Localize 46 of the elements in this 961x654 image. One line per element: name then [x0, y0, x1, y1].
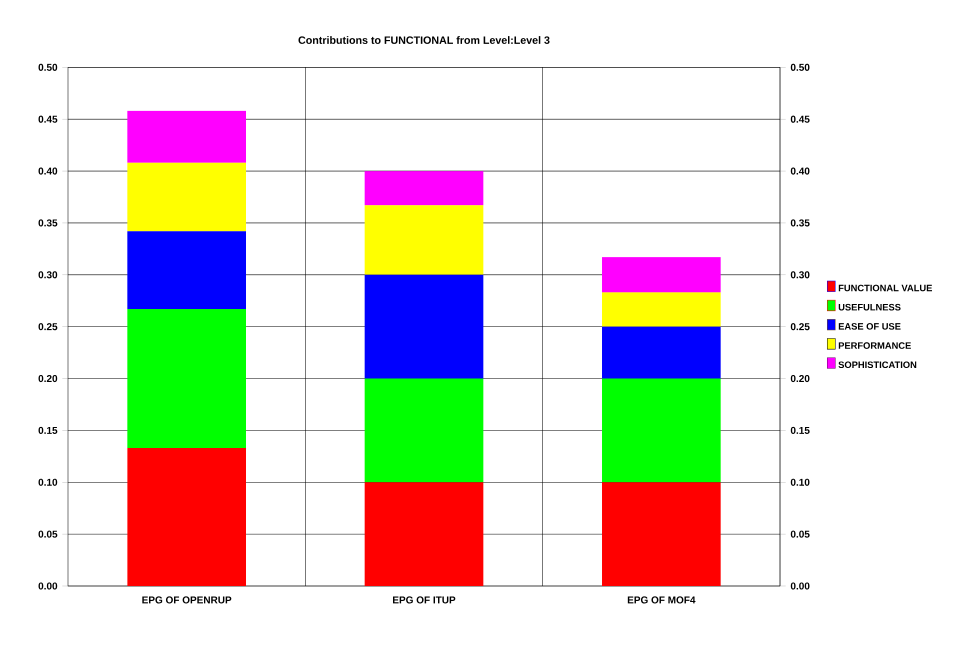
x-tick-label: EPG OF ITUP — [393, 596, 456, 604]
y2-tick-label: 0.35 — [790, 219, 810, 226]
y2-tick-label: 0.05 — [790, 530, 810, 538]
bar — [127, 448, 246, 586]
chart-title: Contributions to FUNCTIONAL from Level:Level 3 — [298, 36, 550, 44]
legend-label: EASE OF USE — [838, 323, 901, 330]
bar — [602, 292, 721, 327]
y-tick-label: 0.30 — [38, 271, 58, 278]
bar — [127, 162, 246, 232]
y-tick-label: 0.05 — [38, 530, 58, 538]
y2-tick-label: 0.00 — [790, 582, 810, 590]
bar — [364, 482, 484, 586]
y-tick-label: 0.15 — [38, 426, 58, 434]
y-tick-label: 0.35 — [38, 219, 58, 226]
y2-tick-label: 0.20 — [790, 374, 810, 382]
y2-tick-label: 0.15 — [790, 426, 810, 434]
y2-tick-label: 0.30 — [790, 271, 810, 278]
y-tick-label: 0.10 — [38, 478, 58, 486]
x-tick-label: EPG OF MOF4 — [628, 596, 696, 604]
y-tick-label: 0.50 — [38, 64, 58, 71]
bar — [364, 378, 484, 482]
y2-tick-label: 0.45 — [790, 116, 810, 123]
legend-label: FUNCTIONAL VALUE — [838, 284, 932, 292]
bar — [602, 257, 721, 292]
y-tick-label: 0.40 — [38, 168, 58, 175]
y2-tick-label: 0.50 — [790, 64, 810, 71]
bar — [602, 378, 721, 482]
bar — [127, 110, 246, 163]
bar — [127, 231, 246, 310]
bar — [602, 482, 721, 586]
y-tick-label: 0.45 — [38, 116, 58, 123]
y-tick-label: 0.00 — [38, 582, 58, 590]
bar — [364, 205, 484, 275]
bar — [364, 274, 484, 379]
y2-tick-label: 0.40 — [790, 168, 810, 175]
legend-label: PERFORMANCE — [838, 342, 911, 349]
y-tick-label: 0.20 — [38, 374, 58, 382]
bar — [364, 171, 484, 206]
legend-label: SOPHISTICATION — [838, 361, 916, 368]
y-tick-label: 0.25 — [38, 323, 58, 330]
y2-tick-label: 0.25 — [790, 323, 810, 330]
bar — [127, 309, 246, 448]
legend-label: USEFULNESS — [838, 304, 901, 310]
y2-tick-label: 0.10 — [790, 478, 810, 486]
x-tick-label: EPG OF OPENRUP — [142, 596, 232, 604]
bar — [602, 326, 721, 379]
